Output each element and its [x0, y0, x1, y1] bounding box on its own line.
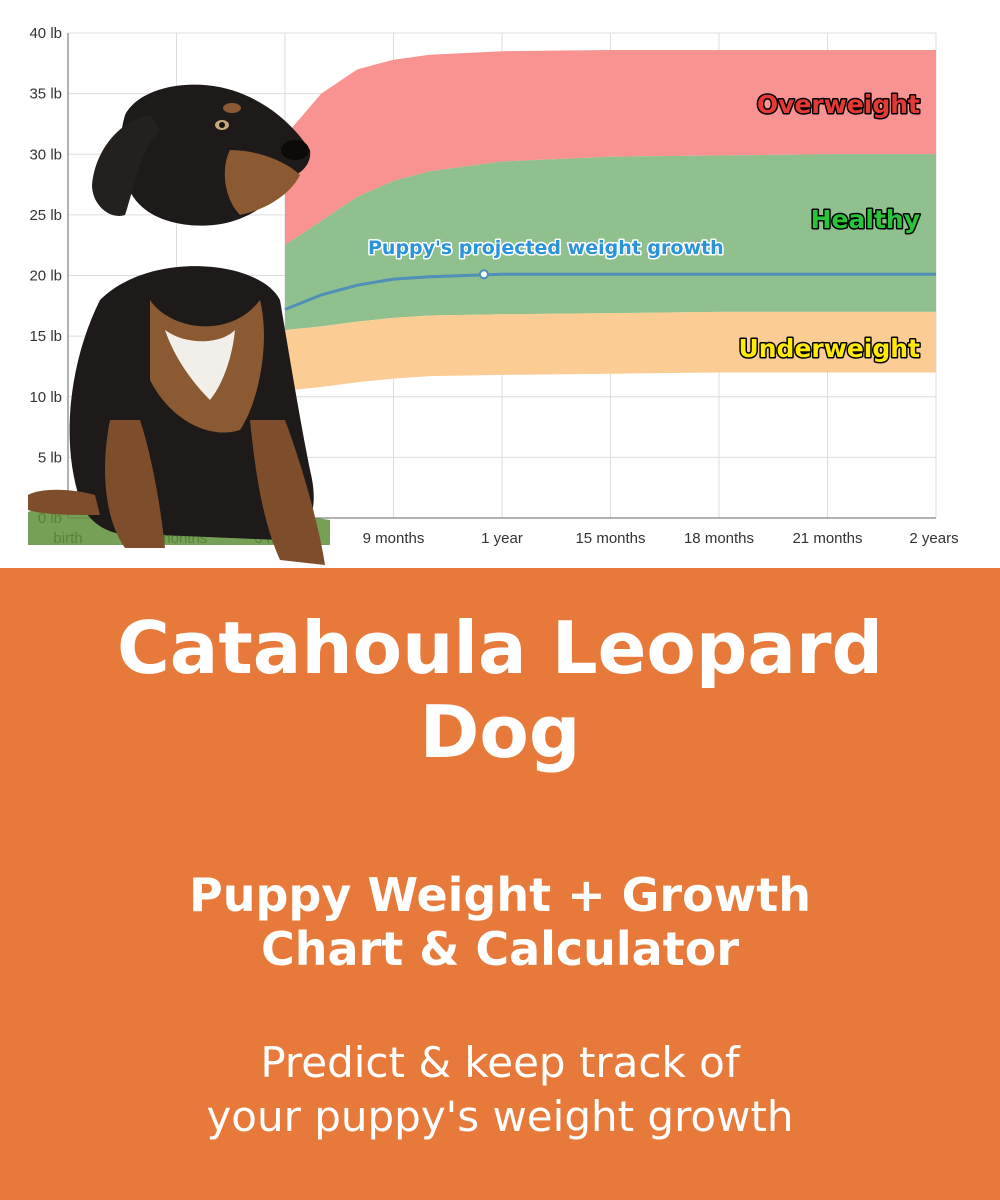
y-tick-label: 30 lb	[29, 146, 62, 163]
y-tick-label: 35 lb	[29, 86, 62, 103]
y-tick-label: 25 lb	[29, 207, 62, 224]
x-tick-label: 18 months	[684, 530, 754, 547]
y-tick-label: 15 lb	[29, 328, 62, 345]
healthy-label: Healthy	[811, 205, 920, 234]
projection-series	[284, 269, 936, 311]
x-tick-label: 21 months	[792, 530, 862, 547]
x-tick-label: 9 months	[363, 530, 425, 547]
tagline: Predict & keep track of your puppy's wei…	[20, 1036, 980, 1144]
tagline-line: Predict & keep track of	[260, 1038, 740, 1087]
projection-label: Puppy's projected weight growth	[368, 237, 724, 259]
page-subtitle: Puppy Weight + Growth Chart & Calculator	[20, 868, 980, 976]
breed-name: Catahoula Leopard Dog	[20, 606, 980, 774]
y-tick-label: 5 lb	[38, 449, 62, 466]
breed-name-line: Dog	[419, 690, 581, 774]
y-tick-label: 10 lb	[29, 389, 62, 406]
breed-name-line: Catahoula Leopard	[116, 606, 884, 690]
band-underweight	[285, 311, 936, 391]
underweight-label: Underweight	[738, 334, 920, 363]
band-overweight	[285, 50, 936, 246]
subtitle-line: Chart & Calculator	[260, 922, 740, 976]
subtitle-line: Puppy Weight + Growth	[189, 868, 811, 922]
x-tick-label: 15 months	[575, 530, 645, 547]
projection-line	[284, 272, 936, 311]
title-banner: Catahoula Leopard Dog Puppy Weight + Gro…	[0, 568, 1000, 1200]
weight-bands	[285, 50, 936, 391]
x-tick-label: 1 year	[481, 530, 523, 547]
x-tick-label: 2 years	[909, 530, 958, 547]
y-tick-label: 40 lb	[29, 25, 62, 42]
tagline-line: your puppy's weight growth	[206, 1092, 794, 1141]
overweight-label: Overweight	[757, 90, 920, 119]
projection-marker	[478, 269, 489, 280]
y-tick-label: 20 lb	[29, 268, 62, 285]
puppy-photo-icon	[28, 84, 330, 565]
band-healthy	[285, 154, 936, 331]
